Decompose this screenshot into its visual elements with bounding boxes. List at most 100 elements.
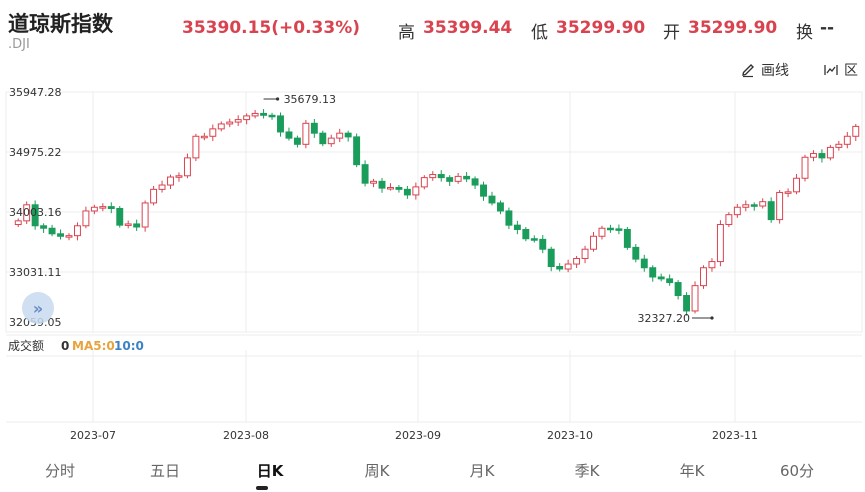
candle-body [243,115,251,121]
x-tick-label: 2023-11 [712,429,758,442]
low-annotation-label: 32327.20 [638,312,691,325]
open-label: 开 [663,23,680,43]
range-label: 区 [844,63,858,79]
tab-quarterly-k[interactable]: 季K [574,462,600,480]
candle-body [344,132,352,138]
candle-body [82,210,90,227]
kline-chart[interactable]: 35947.2834975.2234003.1633031.1132059.05… [0,82,865,448]
volume-label: 成交额 [8,338,44,353]
candle-body [606,227,614,231]
candle-body [412,186,420,196]
candle-body [336,132,344,139]
candle-body [285,131,293,139]
candle-body [725,214,733,226]
candle-body [488,195,496,204]
index-code: .DJI [8,37,30,52]
candle-body [150,188,158,204]
candle-body [133,223,141,228]
candle-body [200,135,208,139]
candle-body [429,174,437,179]
tab-minute[interactable]: 分时 [44,462,76,480]
candle-body [48,227,56,235]
tab-five-day[interactable]: 五日 [149,462,181,480]
candle-body [14,220,22,226]
candle-body [733,206,741,216]
x-tick-label: 2023-10 [547,429,593,442]
open-value: 35299.90 [688,18,778,38]
candle-body [387,187,394,190]
quote-header: 道琼斯指数 .DJI 35390.15(+0.33%) 高 35399.44 低… [0,0,865,60]
candle-body [615,228,623,231]
tab-monthly-k[interactable]: 月K [469,462,495,480]
candle-body [302,122,310,145]
y-tick-label: 35947.28 [9,86,62,99]
draw-line-label: 画线 [761,63,789,79]
candle-body [674,282,682,297]
tab-daily-k[interactable]: 日K [256,462,284,480]
candle-body [141,202,149,228]
candle-body [23,204,31,222]
candle-body [590,235,597,250]
candle-body [437,174,445,179]
price-change: 35390.15(+0.33%) [182,18,361,38]
tab-yearly-k[interactable]: 年K [679,462,705,480]
candle-body [260,112,268,116]
candle-body [826,146,834,159]
turnover-value: -- [820,18,835,38]
candle-body [539,238,547,250]
candle-body [370,180,378,184]
candle-body [852,125,860,137]
candle-body [293,137,301,145]
y-tick-label: 34975.22 [9,146,62,159]
candle-body [420,177,428,188]
period-tabs: 分时 五日 日K 周K 月K 季K 年K 60分 [0,448,865,492]
candle-body [513,224,521,230]
candle-body [446,177,454,182]
candle-body [277,115,284,133]
draw-line-button[interactable]: 画线 [740,60,789,80]
candle-body [505,210,513,226]
candle-body [632,246,640,260]
candle-body [810,153,817,158]
candle-body [708,261,716,269]
volume-value: 0 [61,339,69,353]
range-button[interactable]: 区 [823,60,858,80]
candle-body [623,228,631,248]
index-name: 道琼斯指数 [8,12,113,36]
volume-ma10: 10:0 [114,339,144,353]
candle-body [793,177,801,193]
tab-60min[interactable]: 60分 [779,462,815,480]
candle-body [124,223,132,226]
x-tick-label: 2023-09 [395,429,441,442]
candle-body [843,135,851,145]
low-value: 35299.90 [556,18,646,38]
candle-body [217,123,225,130]
candle-body [759,201,767,207]
candle-body [691,285,699,312]
candle-body [547,248,555,268]
volume-ma5: MA5:0 [72,339,115,353]
pencil-icon [740,62,756,78]
candle-body [73,225,81,237]
candle-body [268,114,276,118]
candle-body [657,276,665,280]
candle-body [403,188,411,196]
tab-weekly-k[interactable]: 周K [364,462,390,480]
candle-body [581,248,589,259]
candle-body [750,204,758,207]
candle-body [716,224,724,263]
candle-body [818,153,826,159]
y-tick-label: 34003.16 [9,206,62,219]
candle-body [226,121,234,125]
candle-body [496,202,504,212]
low-label: 低 [531,23,548,43]
candle-body [378,180,386,189]
candle-body [573,257,581,265]
candle-body [463,175,471,180]
candle-body [471,178,479,186]
active-tab-indicator [256,486,268,490]
candle-body [361,164,369,184]
candle-body [530,238,538,241]
candle-body [776,191,784,221]
expand-hint-button[interactable]: » [22,292,54,324]
